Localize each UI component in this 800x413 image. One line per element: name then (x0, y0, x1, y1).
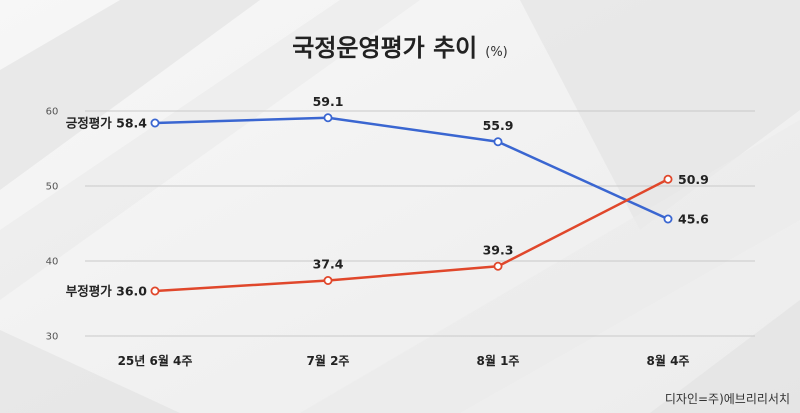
x-tick-label: 7월 2주 (307, 353, 350, 368)
series-line-positive (154, 116, 669, 221)
x-tick-label: 8월 1주 (477, 353, 520, 368)
gridlines (85, 110, 755, 337)
x-tick-label: 8월 4주 (647, 353, 690, 368)
svg-text:국정운영평가 추이(%): 국정운영평가 추이 (%) (292, 34, 508, 62)
data-label: 55.9 (483, 118, 514, 133)
data-point (663, 214, 673, 224)
chart-unit: (%) (485, 45, 508, 60)
x-tick-label: 25년 6월 4주 (118, 353, 193, 368)
data-label: 37.4 (313, 257, 344, 272)
data-label: 50.9 (678, 172, 709, 187)
y-tick-label: 50 (46, 182, 59, 193)
data-point (150, 286, 160, 296)
data-label: 긍정평가 58.4 (66, 116, 147, 131)
y-tick-label: 40 (46, 257, 59, 268)
data-point (323, 113, 333, 123)
data-labels: 긍정평가 58.4 59.1 55.9 45.6 부정평가 36.0 37.4 39.3 50… (66, 94, 709, 299)
data-label: 39.3 (483, 242, 514, 257)
credit-text: 디자인=주)에브리리서치 (665, 392, 790, 406)
chart-title: 국정운영평가 추이 (292, 34, 477, 62)
data-point (493, 137, 503, 147)
chart-title-group: 국정운영평가 추이 (%) (292, 34, 508, 62)
series-line-negative (154, 178, 669, 293)
data-point (493, 261, 503, 271)
series-group (150, 113, 673, 296)
data-point (150, 118, 160, 128)
data-label: 부정평가 36.0 (66, 284, 147, 299)
y-axis: 60 50 40 30 (46, 107, 59, 343)
data-label: 45.6 (678, 212, 709, 227)
data-point (663, 174, 673, 184)
data-label: 59.1 (313, 94, 344, 109)
data-point (323, 275, 333, 285)
y-tick-label: 30 (46, 332, 59, 343)
y-tick-label: 60 (46, 107, 59, 118)
x-axis: 25년 6월 4주 7월 2주 8월 1주 8월 4주 (118, 353, 690, 368)
